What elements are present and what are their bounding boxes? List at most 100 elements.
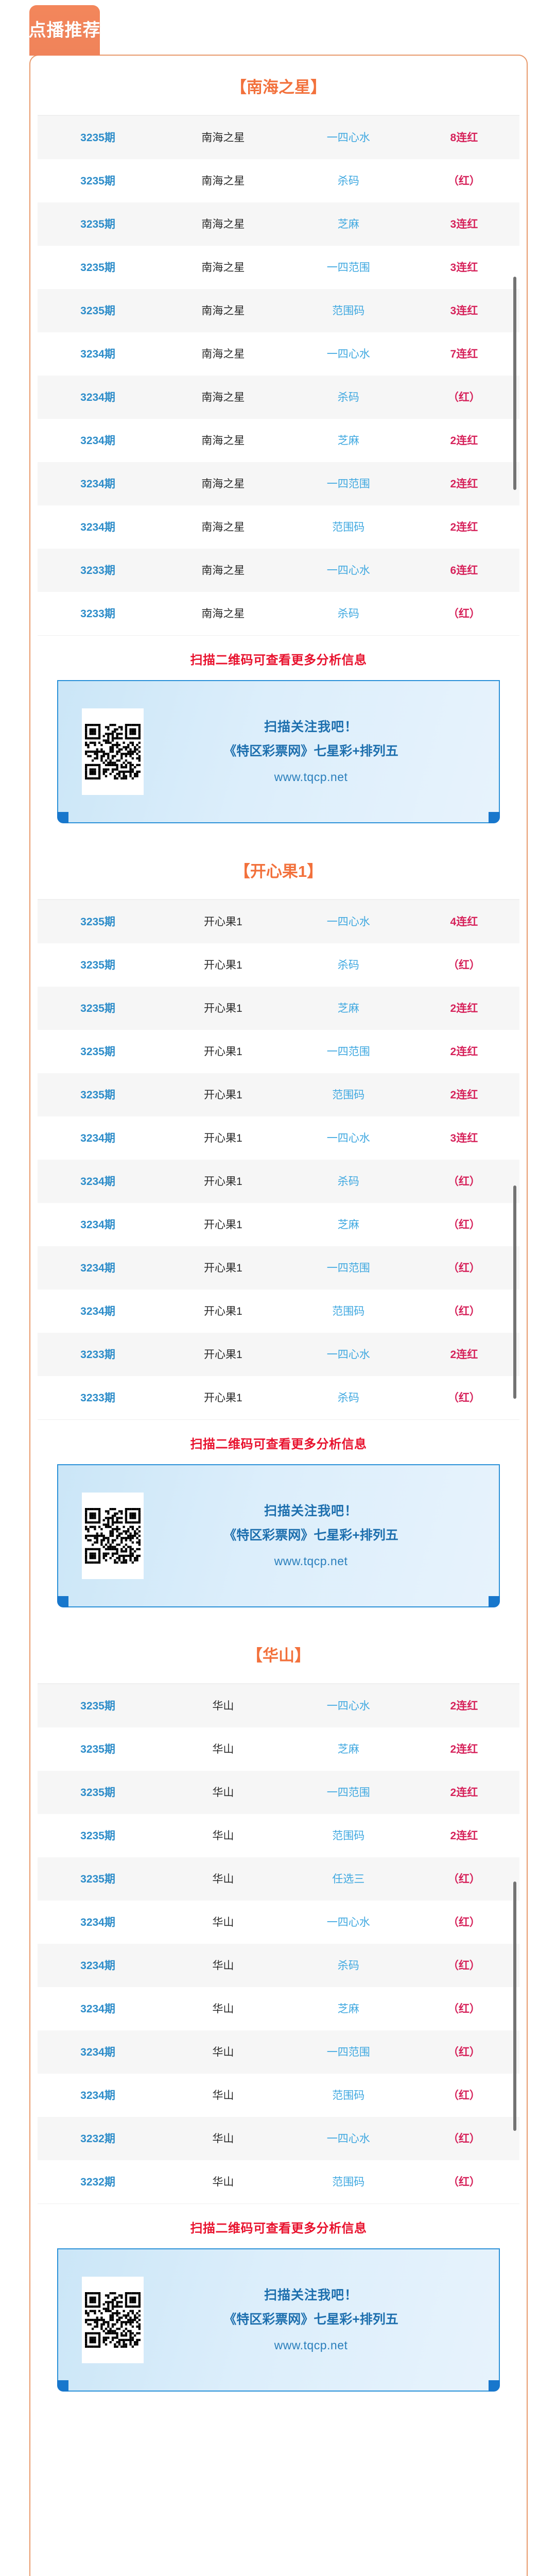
- table-row[interactable]: 3233期 南海之星 杀码 （红）: [38, 592, 519, 635]
- cell-result: （红）: [447, 391, 480, 403]
- table-row[interactable]: 3235期 南海之星 杀码 （红）: [38, 159, 519, 202]
- vertical-scrollbar-thumb[interactable]: [513, 277, 516, 490]
- table-row[interactable]: 3235期 华山 芝麻 2连红: [38, 1727, 519, 1771]
- table-row[interactable]: 3235期 华山 范围码 2连红: [38, 1814, 519, 1857]
- table-row[interactable]: 3234期 南海之星 范围码 2连红: [38, 505, 519, 549]
- table-row[interactable]: 3233期 南海之星 一四心水 6连红: [38, 549, 519, 592]
- table-row[interactable]: 3235期 华山 一四心水 2连红: [38, 1684, 519, 1727]
- cell-period: 3234期: [80, 1262, 115, 1274]
- cell-period: 3234期: [80, 2089, 115, 2102]
- table-row[interactable]: 3235期 华山 任选三 （红）: [38, 1857, 519, 1901]
- recommendation-table: 3235期 南海之星 一四心水 8连红 3235期 南海之星 杀码 （红） 3235期 南海之星芝…: [38, 116, 519, 635]
- cell-period: 3235期: [80, 261, 115, 274]
- cell-name: 开心果1: [204, 1262, 242, 1274]
- qr-promo-banner[interactable]: 扫描关注我吧！ 《特区彩票网》七星彩+排列五 www.tqcp.net: [57, 1464, 500, 1607]
- cell-type: 一四心水: [326, 916, 370, 928]
- table-row[interactable]: 3233期 开心果1 杀码 （红）: [38, 1376, 519, 1419]
- cell-type: 一四范围: [326, 1262, 370, 1274]
- promo-scan-text: 扫描二维码可查看更多分析信息: [190, 653, 367, 667]
- cell-name: 华山: [212, 1743, 234, 1755]
- cell-name: 开心果1: [204, 1175, 242, 1188]
- recommendation-table-wrap[interactable]: 3235期 华山 一四心水 2连红 3235期华山 芝麻 2连红 3235期 华山 一四范围 2连红…: [38, 1683, 519, 2204]
- cell-result: （红）: [447, 175, 480, 187]
- table-row[interactable]: 3232期 华山 范围码 （红）: [38, 2160, 519, 2204]
- cell-result: 2连红: [450, 1089, 478, 1101]
- table-row[interactable]: 3235期 华山 一四范围 2连红: [38, 1771, 519, 1814]
- cell-type: 芝麻: [337, 1743, 359, 1755]
- table-row[interactable]: 3234期 南海之星 一四心水 7连红: [38, 332, 519, 376]
- table-row[interactable]: 3234期 开心果1 芝麻 （红）: [38, 1203, 519, 1246]
- table-row[interactable]: 3234期 开心果1 一四心水 3连红: [38, 1116, 519, 1160]
- cell-period: 3234期: [80, 1916, 115, 1928]
- cell-period: 3234期: [80, 1218, 115, 1231]
- recommendation-section: 【开心果1】 3235期 开心果1 一四心水 4连红 3235期 开心果1 杀码 （红） 323…: [30, 840, 527, 1624]
- table-row[interactable]: 3235期 南海之星 芝麻 3连红: [38, 202, 519, 246]
- table-row[interactable]: 3234期 南海之星 一四范围 2连红: [38, 462, 519, 505]
- vertical-scrollbar-thumb[interactable]: [513, 1882, 516, 2131]
- cell-name: 华山: [212, 2046, 234, 2058]
- table-body: 3235期 南海之星 一四心水 8连红 3235期 南海之星 杀码 （红） 3235期 南海之星芝…: [38, 116, 519, 635]
- cell-period: 3235期: [80, 218, 115, 230]
- recommendation-section: 【华山】 3235期 华山 一四心水 2连红 3235期 华山 芝麻 2连红 3235期 华山 一四…: [30, 1624, 527, 2408]
- table-row[interactable]: 3235期 开心果1 一四范围 2连红: [38, 1030, 519, 1073]
- qr-line-sitename: 《特区彩票网》七星彩+排列五: [223, 1528, 398, 1543]
- table-row[interactable]: 3234期 南海之星 杀码 （红）: [38, 376, 519, 419]
- cell-name: 华山: [212, 1873, 234, 1885]
- qr-promo-banner[interactable]: 扫描关注我吧！ 《特区彩票网》七星彩+排列五 www.tqcp.net: [57, 2248, 500, 2392]
- tab-badge-label: 点播推荐: [28, 21, 101, 40]
- table-row[interactable]: 3235期 开心果1 一四心水 4连红: [38, 900, 519, 943]
- cell-result: 4连红: [450, 916, 478, 928]
- cell-name: 开心果1: [204, 1002, 242, 1014]
- cell-type: 一四心水: [326, 2132, 370, 2145]
- table-row[interactable]: 3235期 南海之星 范围码 3连红: [38, 289, 519, 332]
- table-row[interactable]: 3234期 开心果1 范围码 （红）: [38, 1290, 519, 1333]
- table-row[interactable]: 3234期 华山 杀码 （红）: [38, 1944, 519, 1987]
- cell-type: 一四心水: [326, 1700, 370, 1712]
- cell-result: 6连红: [450, 564, 478, 577]
- qr-promo-banner[interactable]: 扫描关注我吧！ 《特区彩票网》七星彩+排列五 www.tqcp.net: [57, 680, 500, 823]
- table-row[interactable]: 3232期 华山 一四心水 （红）: [38, 2117, 519, 2160]
- cell-result: （红）: [447, 2046, 480, 2058]
- table-row[interactable]: 3235期 南海之星 一四范围 3连红: [38, 246, 519, 289]
- vertical-scrollbar-thumb[interactable]: [513, 1185, 516, 1399]
- table-row[interactable]: 3233期 开心果1 一四心水 2连红: [38, 1333, 519, 1376]
- table-row[interactable]: 3234期 开心果1 杀码 （红）: [38, 1160, 519, 1203]
- cell-type: 杀码: [337, 1175, 359, 1188]
- recommendation-table-wrap[interactable]: 3235期 南海之星 一四心水 8连红 3235期 南海之星 杀码 （红） 3235期 南海之星芝…: [38, 115, 519, 636]
- table-row[interactable]: 3234期 南海之星 芝麻 2连红: [38, 419, 519, 462]
- cell-result: 8连红: [450, 131, 478, 144]
- cell-result: （红）: [447, 1873, 480, 1885]
- qr-line-follow: 扫描关注我吧！: [264, 719, 358, 734]
- tab-badge-dianbo[interactable]: 点播推荐: [29, 5, 100, 56]
- cell-type: 一四范围: [326, 2046, 370, 2058]
- cell-name: 华山: [212, 1916, 234, 1928]
- cell-period: 3235期: [80, 916, 115, 928]
- cell-period: 3235期: [80, 1045, 115, 1058]
- qr-code-icon[interactable]: [82, 2277, 144, 2363]
- table-row[interactable]: 3235期 南海之星 一四心水 8连红: [38, 116, 519, 159]
- table-row[interactable]: 3235期 开心果1 芝麻 2连红: [38, 987, 519, 1030]
- cell-result: （红）: [447, 1175, 480, 1188]
- cell-name: 开心果1: [204, 1305, 242, 1317]
- cell-period: 3233期: [80, 564, 115, 577]
- table-row[interactable]: 3234期 华山 芝麻 （红）: [38, 1987, 519, 2030]
- cell-result: （红）: [447, 2132, 480, 2145]
- cell-type: 范围码: [332, 521, 365, 533]
- cell-period: 3233期: [80, 607, 115, 620]
- cell-result: 7连红: [450, 348, 478, 360]
- qr-code-icon[interactable]: [82, 708, 144, 795]
- qr-promo-text: 扫描关注我吧！ 《特区彩票网》七星彩+排列五 www.tqcp.net: [144, 2289, 494, 2351]
- cell-name: 南海之星: [201, 564, 245, 577]
- cell-result: 2连红: [450, 1786, 478, 1799]
- table-row[interactable]: 3234期 开心果1 一四范围 （红）: [38, 1246, 519, 1290]
- recommendation-table-wrap[interactable]: 3235期 开心果1 一四心水 4连红 3235期 开心果1 杀码 （红） 3235期 开心果1 芝…: [38, 899, 519, 1420]
- table-row[interactable]: 3235期 开心果1 杀码 （红）: [38, 943, 519, 987]
- cell-result: （红）: [447, 1392, 480, 1404]
- table-row[interactable]: 3234期 华山 范围码 （红）: [38, 2074, 519, 2117]
- table-row[interactable]: 3234期 华山 一四范围 （红）: [38, 2030, 519, 2074]
- cell-name: 南海之星: [201, 348, 245, 360]
- table-row[interactable]: 3234期 华山 一四心水 （红）: [38, 1901, 519, 1944]
- cell-period: 3235期: [80, 1700, 115, 1712]
- table-row[interactable]: 3235期 开心果1 范围码 2连红: [38, 1073, 519, 1116]
- qr-code-icon[interactable]: [82, 1493, 144, 1579]
